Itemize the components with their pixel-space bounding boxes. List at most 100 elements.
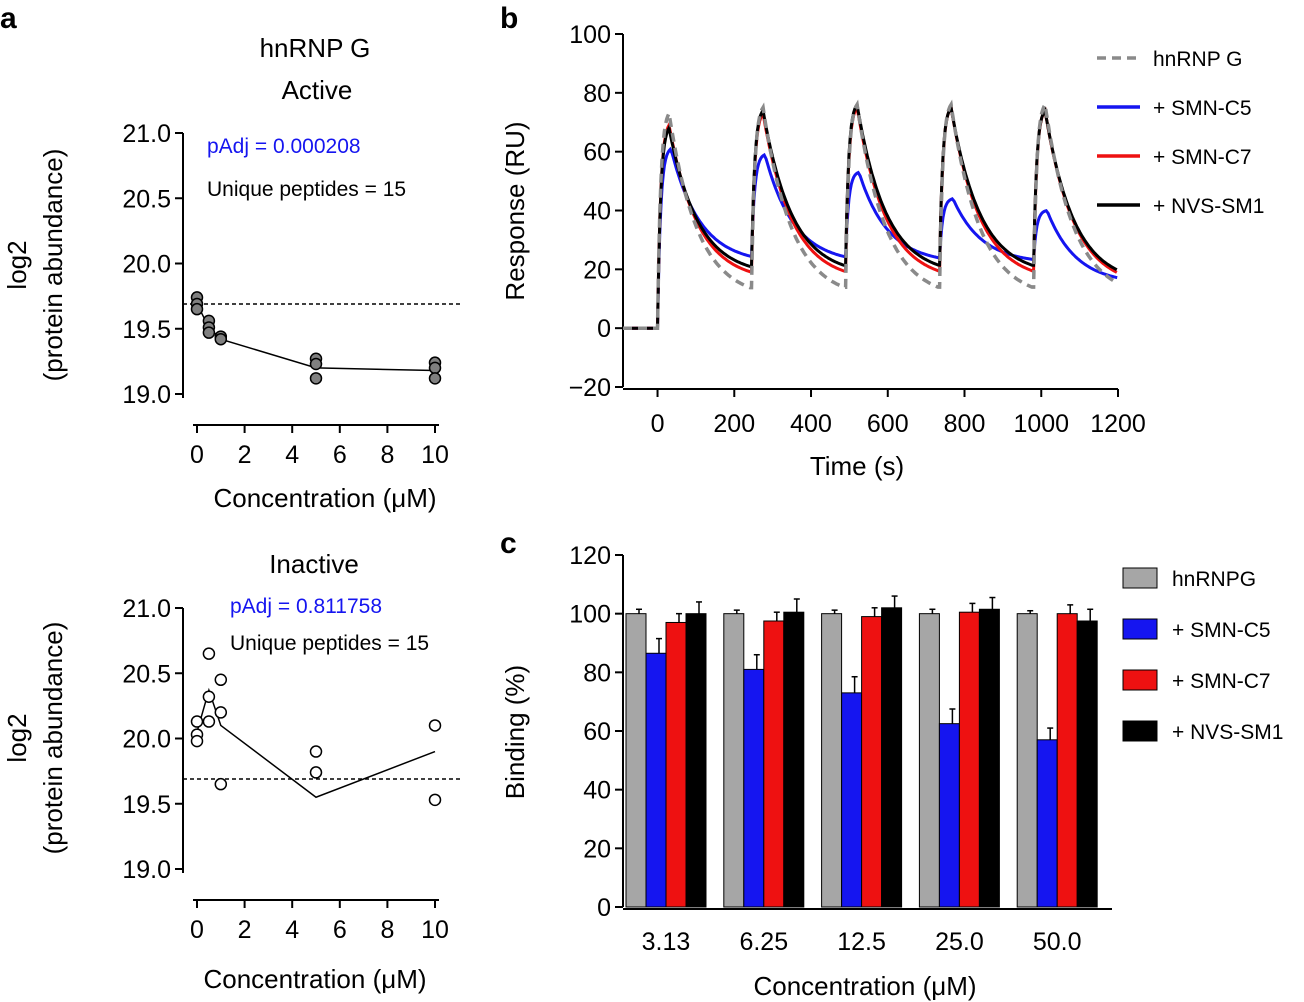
panel-a-inactive-data-point [428, 793, 442, 807]
panel-b-ylabel: Response (RU) [500, 121, 530, 300]
panel-c-y-tick-label: 120 [569, 542, 611, 570]
panel-c-x-tick-label: 3.13 [642, 928, 691, 956]
panel-b-x-tick-label: 0 [651, 410, 665, 438]
panel-c-x-tick-label: 6.25 [739, 928, 788, 956]
panel-c-legend-label: + NVS-SM1 [1172, 721, 1283, 744]
panel-b-x-tick-label: 600 [867, 410, 909, 438]
panel-c-x-tick-label: 12.5 [837, 928, 886, 956]
panel-b-x-tick-label: 800 [944, 410, 986, 438]
panel-b-y-tick-label: 80 [583, 80, 611, 108]
panel-c-y-tick-label: 40 [583, 777, 611, 805]
panel-b-legend-label: hnRNP G [1153, 48, 1243, 71]
panel-b-y-tick-label: 100 [569, 21, 611, 49]
panel-a-inactive-y-tick-label: 19.5 [122, 791, 171, 819]
panel-b-x-tick-label: 400 [790, 410, 832, 438]
panel-a-active-y-tick-label: 20.5 [122, 185, 171, 213]
panel-c-legend-label: hnRNPG [1172, 568, 1256, 591]
panel-b-legend-label: + SMN-C5 [1153, 97, 1252, 120]
panel-a-inactive-data-point [202, 647, 216, 660]
panel-c-legend-swatch [1122, 720, 1158, 742]
panel-c-bar [1016, 613, 1038, 908]
panel-a-inactive-ylabel-1: log2 [2, 713, 32, 762]
panel-a-inactive-data-point [190, 715, 204, 728]
panel-c-bar [821, 613, 843, 908]
panel-a-active-data-point [202, 326, 216, 339]
panel-a-active-y-tick-label: 19.5 [122, 316, 171, 344]
panel-a-title: hnRNP G [260, 33, 371, 63]
panel-a-inactive-x-tick-label: 6 [333, 916, 347, 944]
panel-a-active-x-tick-label: 0 [190, 441, 204, 469]
panel-c-bar [723, 613, 745, 908]
panel-a-inactive-x-tick-label: 4 [285, 916, 299, 944]
panel-b-y-tick-label: 60 [583, 139, 611, 167]
panel-a-active-padj: pAdj = 0.000208 [207, 135, 361, 158]
panel-c-bar [861, 616, 883, 908]
panel-c-legend-label: + SMN-C5 [1172, 619, 1271, 642]
panel-c-x-tick-label: 25.0 [935, 928, 984, 956]
panel-c-bar [1056, 613, 1078, 908]
panel-a-inactive-data-point [214, 673, 228, 687]
panel-a-inactive-xlabel: Concentration (μM) [203, 964, 426, 994]
panel-a-active-y-tick-label: 21.0 [122, 120, 171, 148]
panel-b-y-tick-label: 0 [597, 315, 611, 343]
panel-b-y-tick-label: 40 [583, 198, 611, 226]
panel-a-inactive-x-tick-label: 0 [190, 916, 204, 944]
panel-a-inactive-padj: pAdj = 0.811758 [230, 595, 382, 618]
panel-a-inactive-mean-line [196, 687, 436, 799]
panel-b-x-tick-label: 1000 [1013, 410, 1069, 438]
panel-a-active-data-point [309, 372, 323, 385]
panel-c-legend-label: + SMN-C7 [1172, 670, 1271, 693]
panel-c-x-tick-label: 50.0 [1033, 928, 1082, 956]
panel-c-bar [958, 611, 980, 908]
panel-a-inactive-data-point [309, 745, 323, 758]
panel-a-active-x-tick-label: 2 [238, 441, 252, 469]
panel-c-legend-swatch [1122, 567, 1158, 589]
panel-a-active-x-tick-label: 6 [333, 441, 347, 469]
panel-a-active-data-point [214, 332, 228, 346]
panel-a-inactive-data-point [190, 734, 204, 748]
panel-b-x-tick-label: 1200 [1090, 410, 1146, 438]
panel-c-bar [665, 621, 687, 908]
panel-c-y-tick-label: 80 [583, 659, 611, 687]
panel-a-active-x-tick-label: 4 [285, 441, 299, 469]
panel-a-inactive-y-tick-label: 19.0 [122, 856, 171, 884]
panel-a-inactive-data-point [202, 715, 216, 728]
panel-c-bar [625, 613, 647, 908]
panel-a-inactive-subtitle: Inactive [269, 549, 359, 579]
panel-label-a: a [0, 2, 17, 35]
panel-a-inactive-peptides: Unique peptides = 15 [230, 632, 429, 655]
panel-label-c: c [500, 527, 517, 560]
panel-b-y-tick-label: 20 [583, 256, 611, 284]
panel-a-inactive-y-tick-label: 20.5 [122, 660, 171, 688]
panel-a-active-y-tick-label: 20.0 [122, 251, 171, 279]
panel-b-legend-label: + SMN-C7 [1153, 146, 1252, 169]
panel-a-inactive-data-point [428, 719, 442, 732]
panel-a-inactive-ylabel-2: (protein abundance) [38, 622, 68, 855]
panel-a-inactive-data-point [202, 690, 216, 703]
panel-c-bar [685, 613, 707, 908]
panel-c-bar [1076, 620, 1098, 908]
panel-c-y-tick-label: 60 [583, 718, 611, 746]
panel-a-active-data-point [190, 302, 204, 316]
panel-b-series-line [623, 99, 1118, 330]
panel-a-inactive-x-tick-label: 8 [380, 916, 394, 944]
panel-b-legend-label: + NVS-SM1 [1153, 195, 1264, 218]
panel-c-ylabel: Binding (%) [500, 665, 530, 799]
panel-b-xlabel: Time (s) [810, 451, 904, 481]
panel-a-inactive-chart: Inactive pAdj = 0.811758 Unique peptides… [2, 549, 462, 994]
panel-c-y-tick-label: 0 [597, 894, 611, 922]
panel-a-inactive-data-point [214, 777, 228, 791]
panel-c-xlabel: Concentration (μM) [753, 971, 976, 1001]
panel-a-active-subtitle: Active [282, 75, 353, 105]
panel-a-active-y-tick-label: 19.0 [122, 381, 171, 409]
panel-b-x-tick-label: 200 [713, 410, 755, 438]
panel-a-active-x-tick-label: 10 [421, 441, 449, 469]
panel-a-active-ylabel-1: log2 [2, 240, 32, 289]
panel-a-active-xlabel: Concentration (μM) [213, 483, 436, 513]
panel-c-bar [841, 692, 863, 908]
panel-c-bar [1036, 739, 1058, 908]
panel-a-inactive-data-point [214, 706, 228, 719]
panel-c-bar [881, 607, 903, 908]
